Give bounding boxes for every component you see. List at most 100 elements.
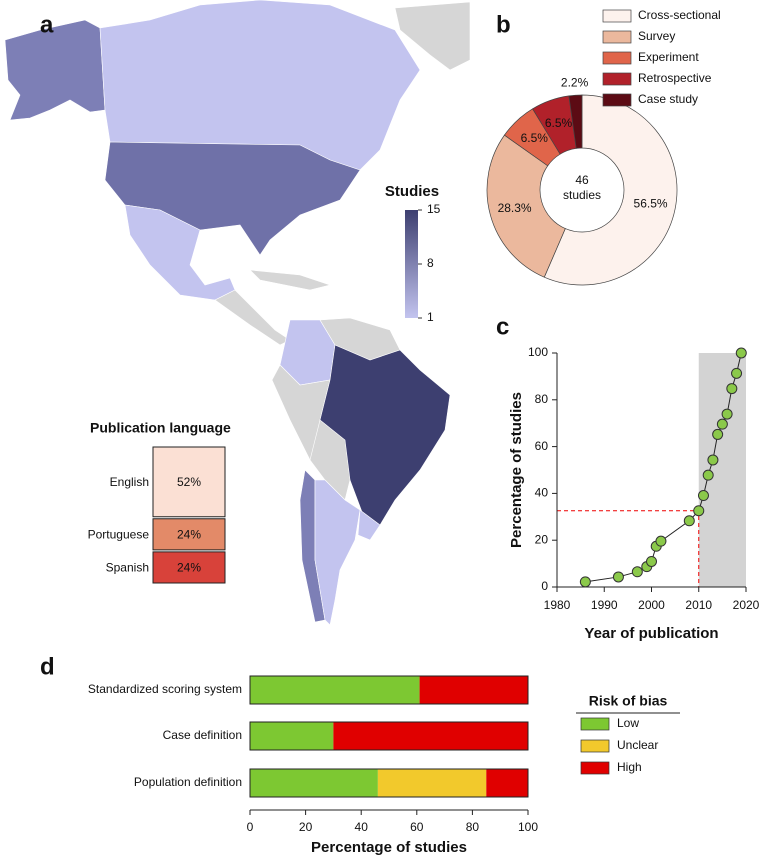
- legend-label: Survey: [638, 29, 675, 43]
- value-label: 2.2%: [561, 75, 589, 89]
- bar-segment: [250, 722, 334, 750]
- point: [726, 383, 738, 395]
- point: [579, 576, 591, 588]
- point: [716, 418, 728, 430]
- donut-slice: [568, 94, 583, 149]
- x-tick-label: 1980: [544, 598, 571, 612]
- legend-label: Unclear: [617, 738, 658, 752]
- greenland: [394, 1, 471, 71]
- legend-swatch: [580, 717, 610, 731]
- legend-swatch: [580, 761, 610, 775]
- donut-slice: [543, 94, 678, 286]
- point: [697, 490, 709, 502]
- x-axis-title: Percentage of studies: [311, 839, 467, 856]
- panel-label: d: [40, 653, 55, 680]
- donut-slice: [486, 134, 566, 278]
- legend-swatch: [602, 51, 632, 65]
- x-tick-label: 2020: [733, 598, 760, 612]
- center-value: 46: [575, 173, 589, 187]
- point: [702, 469, 714, 481]
- x-tick-label: 0: [247, 820, 254, 834]
- category-label: Case definition: [163, 728, 242, 742]
- y-tick-label: 60: [535, 439, 549, 453]
- bar-segment: [250, 676, 420, 704]
- category-label: Population definition: [134, 775, 242, 789]
- x-tick-label: 80: [466, 820, 480, 834]
- legend-label: High: [617, 760, 642, 774]
- legend-swatch: [602, 93, 632, 107]
- bar-segment: [419, 676, 528, 704]
- point: [612, 571, 624, 583]
- category-label: Standardized scoring system: [88, 682, 242, 696]
- x-tick-label: 2010: [685, 598, 712, 612]
- central-america: [214, 289, 291, 346]
- category-label: Portuguese: [88, 527, 150, 541]
- map: [4, 0, 471, 626]
- point: [655, 535, 667, 547]
- y-tick-label: 20: [535, 532, 549, 546]
- bar-outline: [249, 675, 529, 705]
- bar-outline: [249, 721, 529, 751]
- legend-swatch: [602, 30, 632, 44]
- value-label: 24%: [177, 561, 201, 575]
- y-tick-label: 100: [528, 345, 548, 359]
- x-tick-label: 60: [410, 820, 424, 834]
- bar-segment: [486, 769, 528, 797]
- point: [683, 515, 695, 527]
- y-tick-label: 80: [535, 392, 549, 406]
- legend-swatch: [602, 9, 632, 23]
- colorbar-tick-label: 1: [427, 310, 434, 324]
- value-label: 24%: [177, 527, 201, 541]
- colorbar-title: Studies: [385, 183, 439, 200]
- point: [646, 555, 657, 567]
- point: [731, 367, 743, 379]
- category-label: Spanish: [106, 561, 149, 575]
- legend-title: Risk of bias: [589, 693, 668, 709]
- bar-segment: [250, 769, 378, 797]
- x-tick-label: 1990: [591, 598, 618, 612]
- value-label: 6.5%: [545, 116, 573, 130]
- x-tick-label: 20: [299, 820, 313, 834]
- chart-title: Publication language: [90, 420, 231, 436]
- point: [712, 428, 724, 440]
- x-tick-label: 100: [518, 820, 538, 834]
- panel-label: b: [496, 11, 511, 38]
- legend-swatch: [602, 72, 632, 86]
- alaska: [4, 19, 106, 121]
- legend-label: Retrospective: [638, 71, 712, 85]
- bar-segment: [152, 518, 226, 551]
- legend-label: Cross-sectional: [638, 8, 721, 22]
- x-tick-label: 2000: [638, 598, 665, 612]
- bar-segment: [152, 551, 226, 584]
- value-label: 28.3%: [498, 201, 532, 215]
- panel-label: a: [40, 11, 54, 38]
- value-label: 52%: [177, 475, 201, 489]
- bar-segment: [152, 446, 226, 518]
- argentina: [314, 479, 361, 626]
- colorbar: [405, 210, 418, 318]
- colorbar-tick-label: 15: [427, 202, 441, 216]
- uruguay: [357, 509, 381, 541]
- highlight-region: [698, 353, 746, 587]
- legend-swatch: [580, 739, 610, 753]
- value-label: 6.5%: [521, 131, 549, 145]
- bar-segment: [377, 769, 487, 797]
- center-label: studies: [563, 188, 601, 202]
- mexico: [124, 204, 236, 301]
- point: [721, 408, 733, 420]
- legend-label: Low: [617, 716, 639, 730]
- caribbean: [249, 269, 332, 291]
- bar-segment: [333, 722, 528, 750]
- x-tick-label: 40: [355, 820, 369, 834]
- legend-label: Experiment: [638, 50, 699, 64]
- point: [693, 505, 705, 517]
- point: [735, 347, 747, 359]
- bar-outline: [249, 768, 529, 798]
- y-tick-label: 0: [541, 579, 548, 593]
- legend-label: Case study: [638, 92, 698, 106]
- point: [707, 454, 719, 466]
- reference-line: [557, 510, 700, 587]
- y-axis-title: Percentage of studies: [508, 392, 525, 548]
- category-label: English: [110, 475, 149, 489]
